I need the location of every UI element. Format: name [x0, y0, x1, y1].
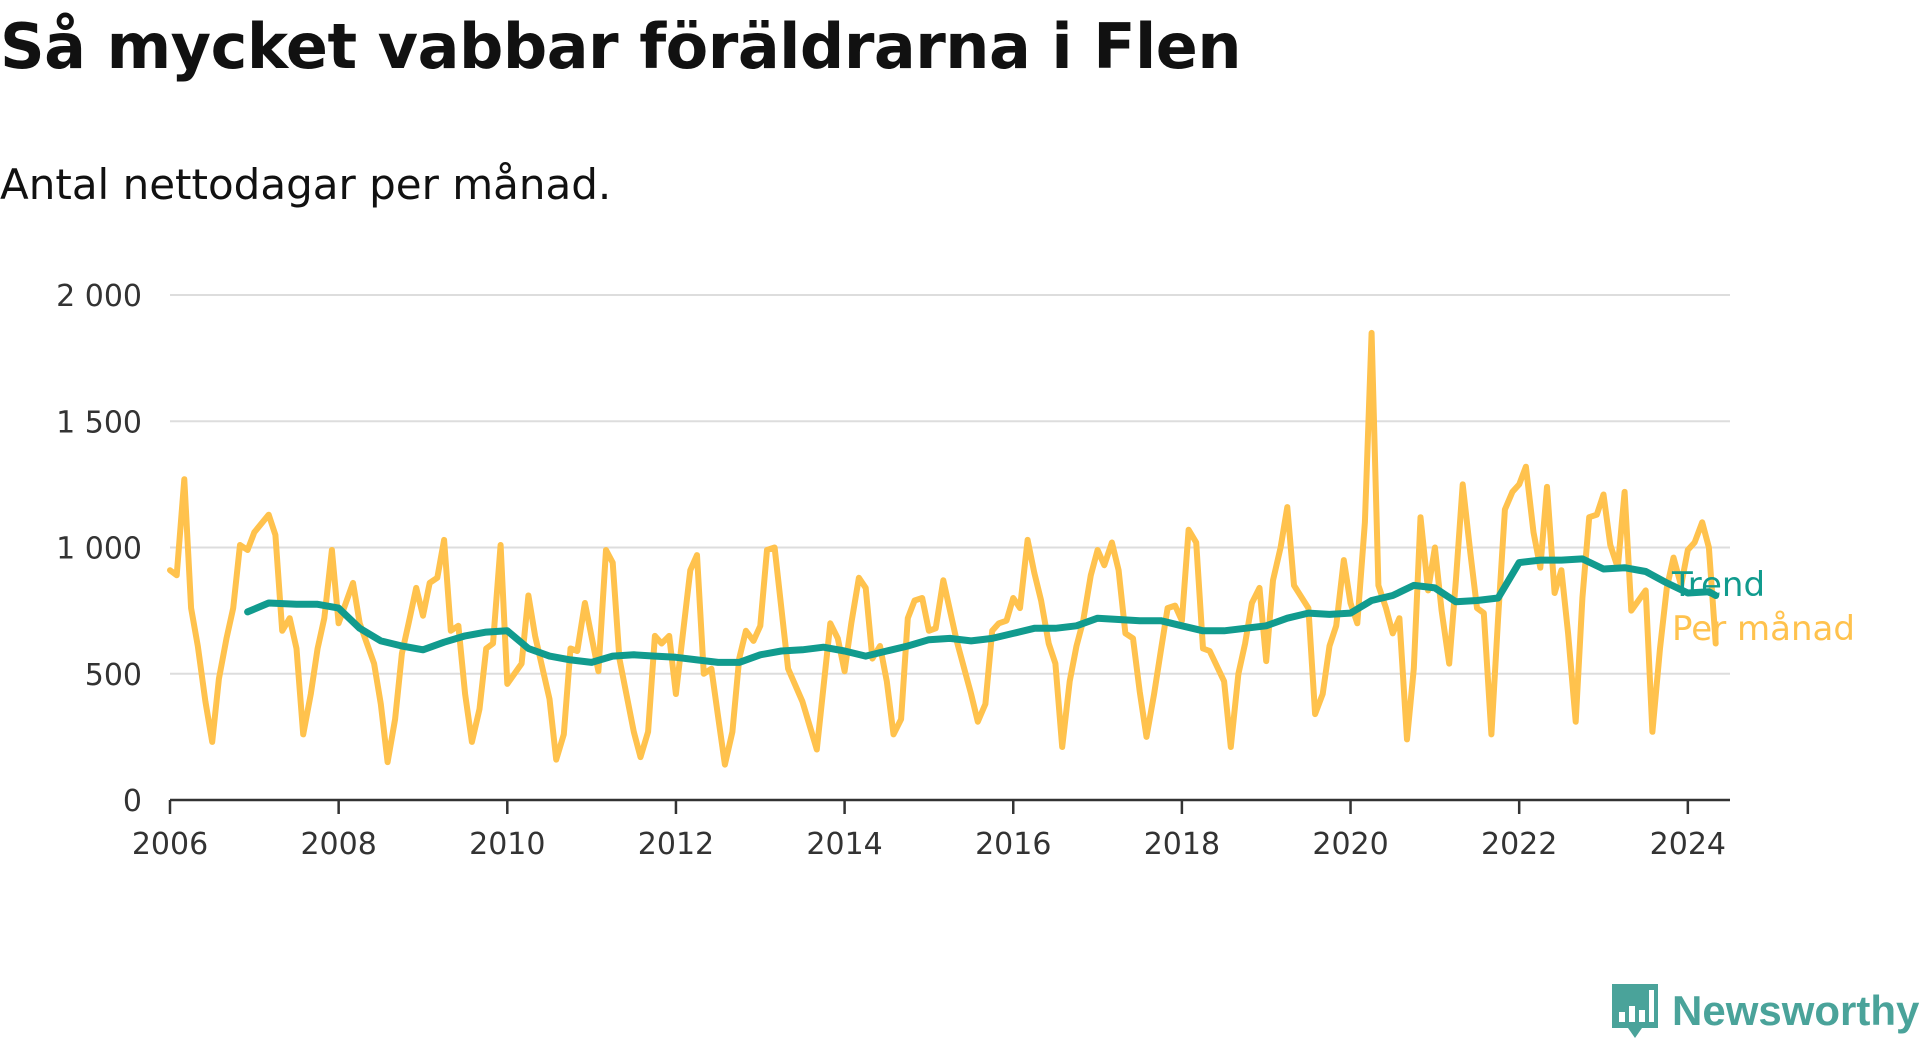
logo-text: Newsworthy [1672, 987, 1920, 1034]
x-tick-label: 2014 [806, 827, 882, 862]
y-tick-label: 500 [85, 658, 142, 693]
y-axis-ticks: 0 500 1 000 1 500 2 000 [56, 279, 142, 819]
monthly-line [167, 329, 1719, 768]
x-tick-label: 2022 [1481, 827, 1557, 862]
x-tick-label: 2024 [1650, 827, 1726, 862]
x-tick-label: 2016 [975, 827, 1051, 862]
x-tick-label: 2006 [132, 827, 208, 862]
x-axis: 2006 2008 2010 2012 2014 2016 2018 2020 2022 2024 [132, 798, 1730, 862]
chart-title: Så mycket vabbar föräldrarna i Flen [0, 10, 1242, 83]
chart-subtitle: Antal nettodagar per månad. [0, 160, 612, 209]
y-tick-label: 1 000 [56, 532, 142, 567]
x-tick-label: 2018 [1144, 827, 1220, 862]
y-tick-label: 0 [123, 784, 142, 819]
newsworthy-logo[interactable]: Newsworthy [1610, 980, 1919, 1042]
x-tick-label: 2020 [1312, 827, 1388, 862]
trend-line [244, 555, 1720, 666]
x-tick-label: 2008 [300, 827, 376, 862]
series-lines [167, 329, 1720, 768]
y-tick-label: 2 000 [56, 279, 142, 314]
line-chart: 0 500 1 000 1 500 2 000 2006 2008 2010 2012 2014… [56, 279, 1855, 862]
bar-chart-speech-bubble-icon [1612, 984, 1658, 1038]
trend-label: Trend [1671, 565, 1765, 605]
x-tick-label: 2012 [638, 827, 714, 862]
y-tick-label: 1 500 [56, 405, 142, 440]
x-tick-label: 2010 [469, 827, 545, 862]
monthly-label: Per månad [1672, 609, 1855, 649]
